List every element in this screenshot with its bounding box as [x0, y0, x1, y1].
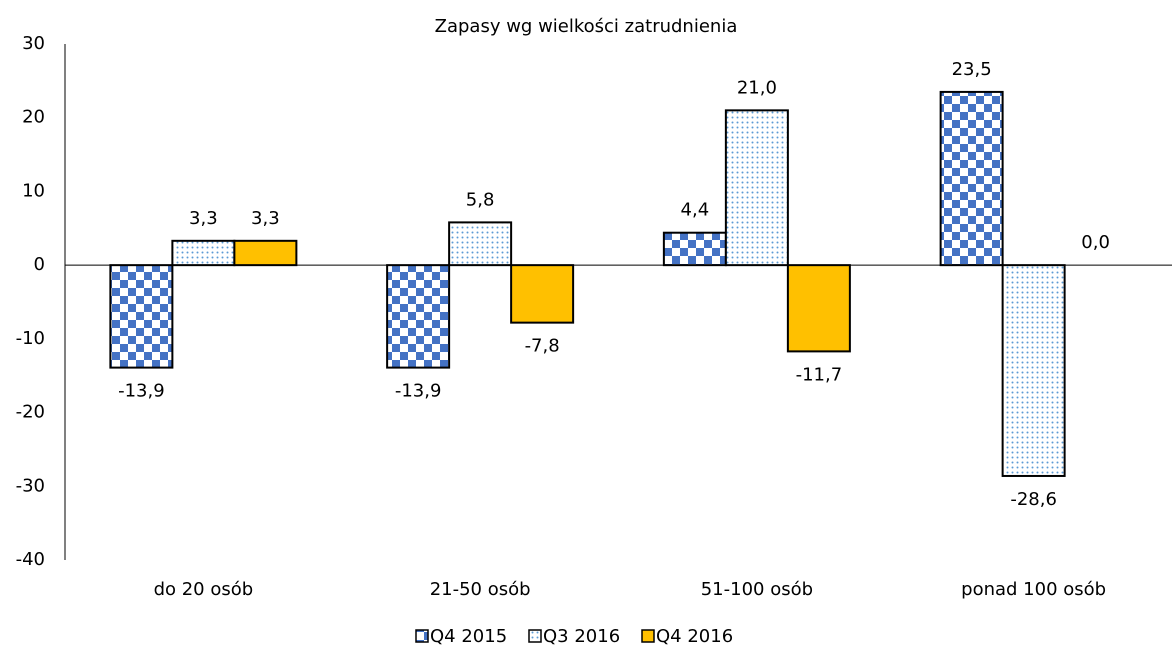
value-label: -28,6 — [1010, 489, 1057, 510]
y-tick-label: 0 — [34, 254, 45, 275]
value-label: -13,9 — [118, 381, 165, 402]
value-label: -11,7 — [796, 364, 843, 385]
x-tick-label: 51-100 osób — [701, 579, 813, 600]
value-label: -13,9 — [395, 381, 442, 402]
value-label: 5,8 — [466, 189, 495, 210]
bar — [448, 221, 513, 267]
bar — [233, 239, 298, 267]
value-label: 0,0 — [1081, 232, 1110, 253]
value-label: 4,4 — [681, 200, 710, 221]
y-tick-label: -10 — [16, 328, 45, 349]
legend-label: Q4 2016 — [656, 626, 733, 647]
value-label: 3,3 — [189, 208, 218, 229]
value-label: 3,3 — [251, 208, 280, 229]
value-label: -7,8 — [525, 336, 560, 357]
y-tick-label: -40 — [16, 549, 45, 570]
y-tick-label: 30 — [22, 33, 45, 54]
bar — [510, 264, 575, 324]
x-tick-label: ponad 100 osób — [961, 579, 1106, 600]
legend-swatch — [415, 629, 429, 643]
y-tick-label: -20 — [16, 402, 45, 423]
value-label: 23,5 — [952, 59, 992, 80]
bar — [939, 90, 1004, 267]
x-tick-label: 21-50 osób — [430, 579, 531, 600]
bar — [662, 231, 727, 267]
bar — [786, 264, 851, 353]
y-tick-label: 20 — [22, 107, 45, 128]
chart-title: Zapasy wg wielkości zatrudnienia — [435, 16, 738, 37]
value-label: 21,0 — [737, 77, 777, 98]
bar — [724, 109, 789, 267]
y-tick-label: -30 — [16, 475, 45, 496]
legend-swatch — [641, 629, 655, 643]
legend-label: Q3 2016 — [543, 626, 620, 647]
legend-swatch — [528, 629, 542, 643]
bar — [109, 264, 174, 369]
bar — [1001, 264, 1066, 477]
bar — [171, 239, 236, 267]
bar — [386, 264, 451, 369]
legend-label: Q4 2015 — [430, 626, 507, 647]
x-tick-label: do 20 osób — [154, 579, 254, 600]
y-tick-label: 10 — [22, 180, 45, 201]
